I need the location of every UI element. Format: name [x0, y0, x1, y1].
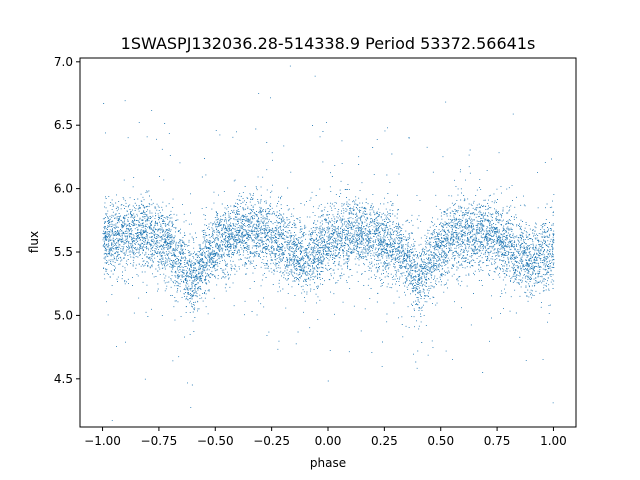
y-axis: 4.5 5.0 5.5 6.0 6.5 7.0 [54, 55, 80, 386]
x-tick-label: −0.50 [197, 434, 234, 448]
y-axis-label: flux [27, 231, 41, 253]
y-tick-label: 5.0 [54, 308, 73, 322]
chart-title: 1SWASPJ132036.28-514338.9 Period 53372.5… [121, 34, 536, 53]
y-tick-label: 4.5 [54, 372, 73, 386]
x-tick-label: 0.00 [315, 434, 342, 448]
y-tick-label: 6.0 [54, 182, 73, 196]
x-tick-label: −0.75 [141, 434, 178, 448]
x-tick-label: 1.00 [540, 434, 567, 448]
x-tick-label: −1.00 [84, 434, 121, 448]
x-tick-label: 0.50 [427, 434, 454, 448]
y-tick-label: 5.5 [54, 245, 73, 259]
y-tick-label: 6.5 [54, 118, 73, 132]
x-tick-label: −0.25 [253, 434, 290, 448]
scatter-points [102, 65, 555, 422]
x-tick-label: 0.25 [371, 434, 398, 448]
x-axis: −1.00 −0.75 −0.50 −0.25 0.00 0.25 0.50 0.75 1.00 [84, 427, 567, 448]
data-points-layer [102, 65, 555, 422]
x-tick-label: 0.75 [484, 434, 511, 448]
y-tick-label: 7.0 [54, 55, 73, 69]
x-axis-label: phase [310, 456, 346, 470]
